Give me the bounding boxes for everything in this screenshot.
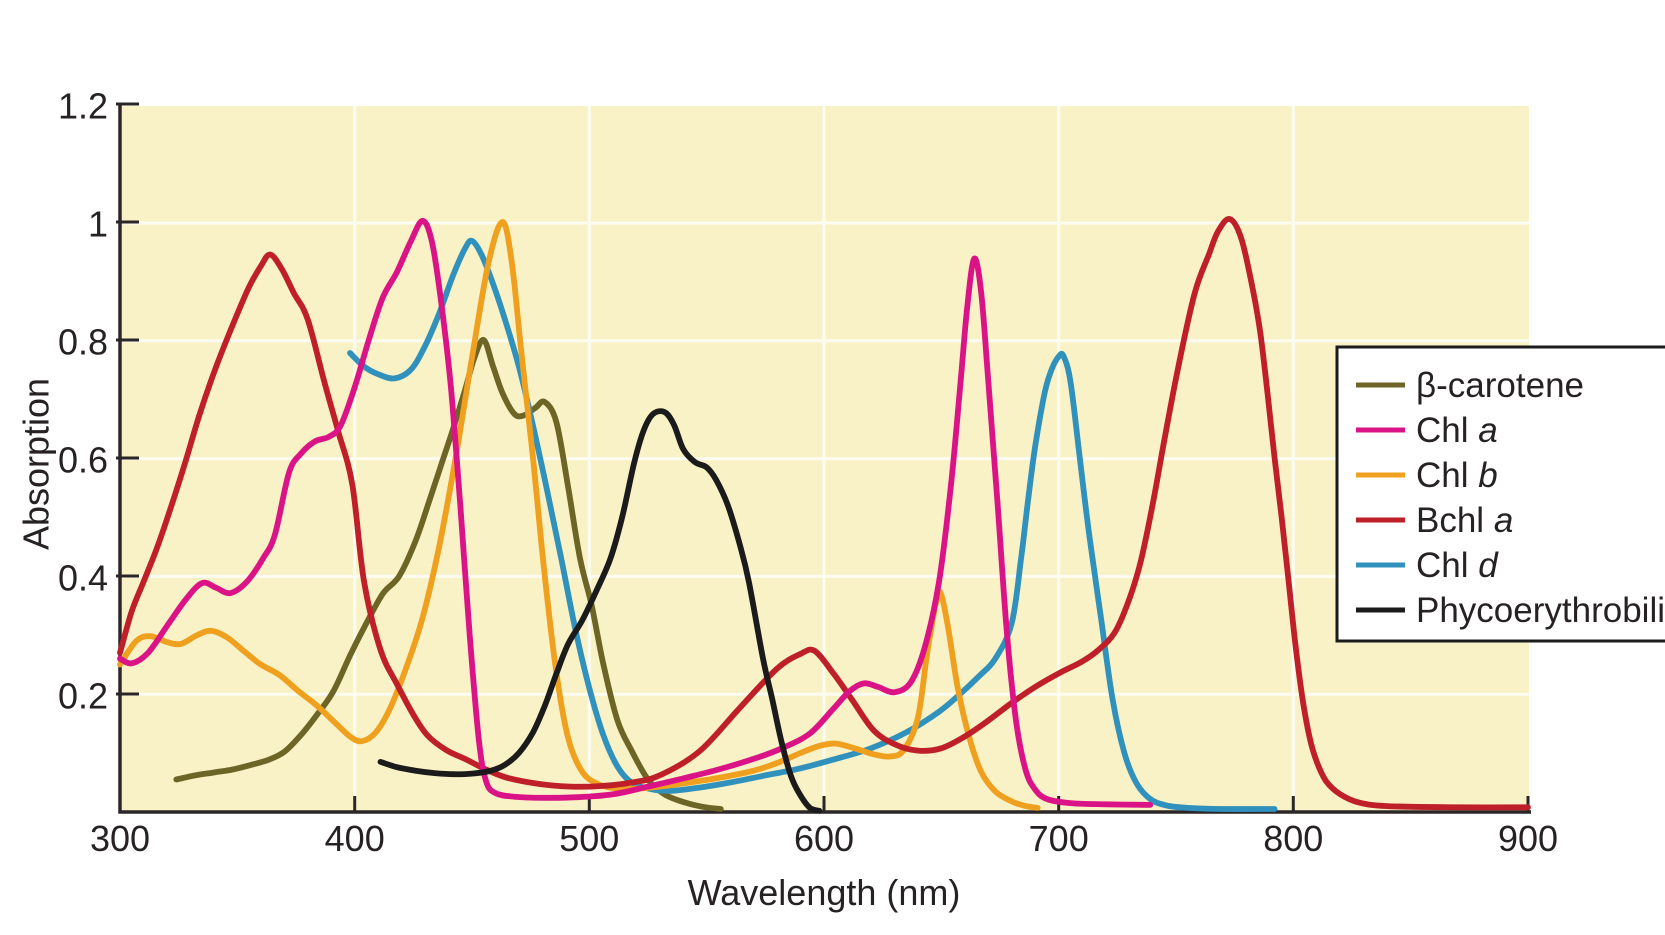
- svg-text:0.2: 0.2: [58, 676, 108, 717]
- svg-text:β-carotene: β-carotene: [1416, 366, 1584, 405]
- svg-text:300: 300: [90, 818, 150, 859]
- svg-text:1.2: 1.2: [58, 86, 108, 127]
- svg-text:0.4: 0.4: [58, 558, 108, 599]
- svg-text:800: 800: [1263, 818, 1323, 859]
- svg-text:500: 500: [559, 818, 619, 859]
- svg-text:700: 700: [1029, 818, 1089, 859]
- svg-text:Chl b: Chl b: [1416, 456, 1498, 495]
- svg-text:0.8: 0.8: [58, 322, 108, 363]
- svg-text:0.6: 0.6: [58, 440, 108, 481]
- svg-text:Bchl a: Bchl a: [1416, 501, 1513, 540]
- svg-text:Phycoerythrobilin: Phycoerythrobilin: [1416, 591, 1665, 630]
- svg-text:Wavelength (nm): Wavelength (nm): [688, 872, 961, 913]
- svg-text:1: 1: [88, 204, 108, 245]
- svg-text:600: 600: [794, 818, 854, 859]
- svg-text:Chl a: Chl a: [1416, 411, 1498, 450]
- svg-text:400: 400: [325, 818, 385, 859]
- svg-text:Chl d: Chl d: [1416, 546, 1499, 585]
- svg-text:Absorption: Absorption: [16, 378, 57, 550]
- svg-text:900: 900: [1498, 818, 1558, 859]
